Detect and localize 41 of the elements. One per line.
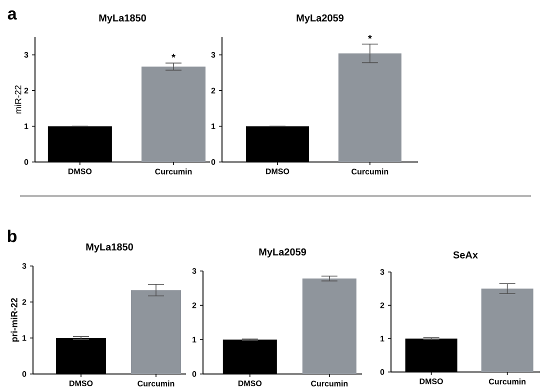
y-tick-label: 3 xyxy=(22,263,26,269)
chart-title: MyLa1850 xyxy=(86,243,133,252)
x-tick-label: DMSO xyxy=(238,380,262,386)
y-tick-label: 0 xyxy=(192,371,196,377)
y-tick-label: 1 xyxy=(380,336,384,342)
y-tick-label: 2 xyxy=(22,299,26,305)
y-tick-label: 3 xyxy=(380,269,384,275)
y-tick-label: 3 xyxy=(24,52,28,58)
x-tick-label: Curcumin xyxy=(488,378,526,384)
y-tick-label: 0 xyxy=(22,371,26,377)
y-tick-label: 1 xyxy=(22,335,26,341)
chart-title: MyLa2059 xyxy=(259,248,306,258)
y-tick-label: 0 xyxy=(380,369,384,375)
x-tick-label: Curcumin xyxy=(138,380,174,386)
text: a xyxy=(8,10,17,20)
chart-title: MyLa1850 xyxy=(99,14,146,24)
text: b xyxy=(8,230,17,242)
y-tick-label: 0 xyxy=(211,159,216,165)
x-tick-label: DMSO xyxy=(68,168,92,174)
y-tick-label: 1 xyxy=(24,124,28,130)
y-tick-label: 2 xyxy=(380,302,384,308)
x-tick-label: Curcumin xyxy=(155,168,192,174)
chart-title: MyLa2059 xyxy=(296,14,344,24)
y-tick-label: 2 xyxy=(211,88,216,94)
y-tick-label: 0 xyxy=(24,159,28,165)
x-tick-label: DMSO xyxy=(266,168,290,174)
x-tick-label: DMSO xyxy=(420,378,443,384)
chart-title: SeAx xyxy=(453,251,478,258)
y-tick-label: 2 xyxy=(24,88,28,94)
y-tick-label: 1 xyxy=(212,124,216,130)
y-axis-title: pri-miR-22 xyxy=(10,298,20,342)
x-tick-label: Curcumin xyxy=(311,380,348,386)
y-tick-label: 3 xyxy=(211,52,216,58)
x-tick-label: Curcumin xyxy=(352,168,388,174)
y-tick-label: 3 xyxy=(192,268,196,274)
annotation: * xyxy=(368,34,372,39)
y-tick-label: 2 xyxy=(192,302,196,308)
y-tick-label: 1 xyxy=(192,336,196,342)
annotation: * xyxy=(172,54,176,58)
y-axis-title: miR-22 xyxy=(14,85,22,114)
x-tick-label: DMSO xyxy=(70,380,93,386)
